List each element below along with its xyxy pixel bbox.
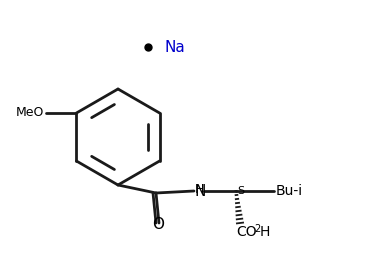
Text: Bu-i: Bu-i — [276, 184, 303, 198]
Text: MeO: MeO — [16, 106, 44, 119]
Text: O: O — [152, 217, 164, 232]
Text: N: N — [195, 185, 206, 199]
Text: Na: Na — [164, 40, 185, 54]
Text: S: S — [237, 186, 244, 196]
Text: CO: CO — [236, 225, 257, 239]
Text: H: H — [260, 225, 270, 239]
Text: H: H — [195, 183, 204, 196]
Text: 2: 2 — [254, 224, 260, 234]
